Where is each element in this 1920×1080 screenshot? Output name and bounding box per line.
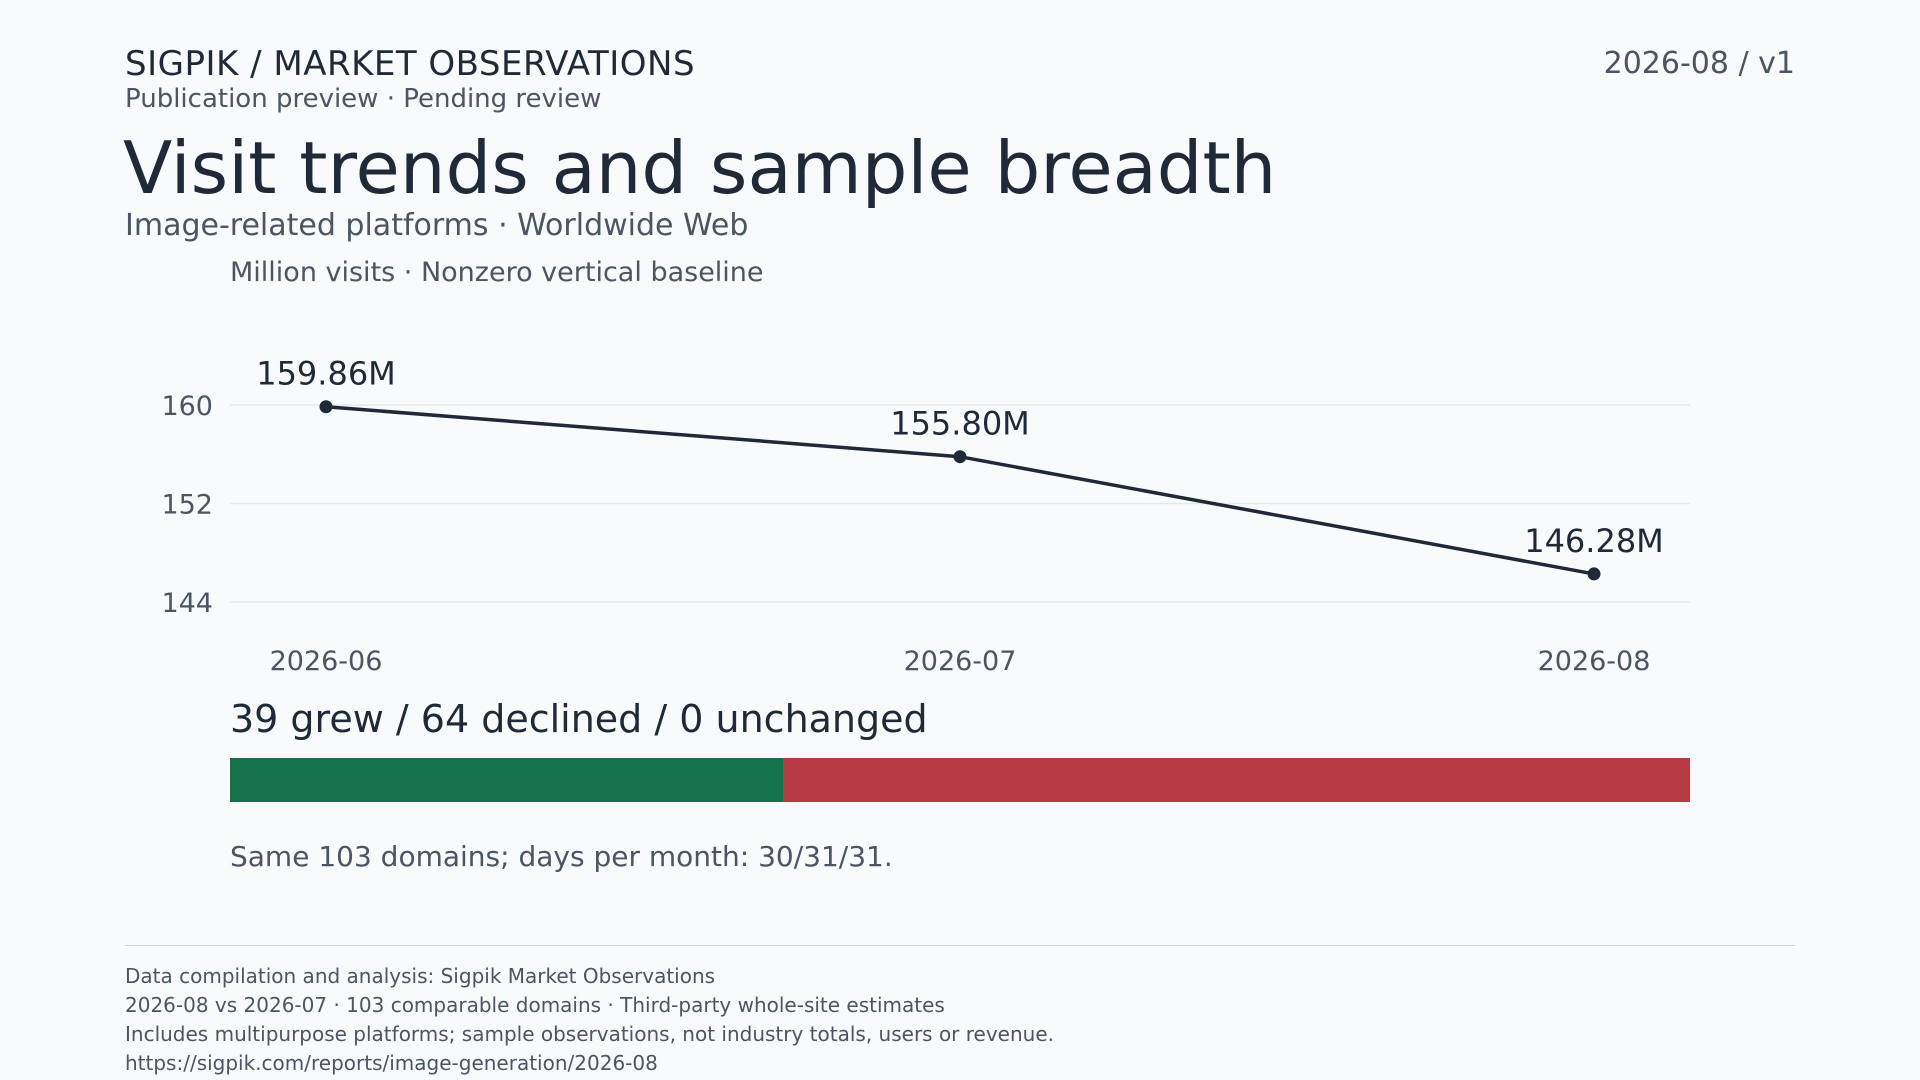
breadth-note: Same 103 domains; days per month: 30/31/… [230,840,893,873]
footer-url[interactable]: https://sigpik.com/reports/image-generat… [125,1051,658,1075]
y-tick-label: 152 [161,490,213,521]
footer-credit: Data compilation and analysis: Sigpik Ma… [125,964,716,988]
x-tick-label: 2026-08 [1538,646,1651,677]
data-label: 159.86M [256,355,396,393]
data-point [1587,567,1601,581]
footer: Data compilation and analysis: Sigpik Ma… [125,962,1054,1078]
breadth-bar [230,758,1690,802]
page-title: Visit trends and sample breadth [123,126,1277,210]
breadth-summary: 39 grew / 64 declined / 0 unchanged [230,697,928,741]
data-label: 155.80M [890,405,1030,443]
y-tick-label: 144 [161,588,213,619]
footer-disclaimer: Includes multipurpose platforms; sample … [125,1022,1055,1046]
x-tick-label: 2026-06 [270,646,383,677]
page-subtitle: Image-related platforms · Worldwide Web [125,208,749,243]
footer-scope: 2026-08 vs 2026-07 · 103 comparable doma… [125,993,945,1017]
breadth-bar-grew [230,758,783,802]
y-axis-label: Million visits · Nonzero vertical baseli… [230,257,764,288]
brand-title: SIGPIK / MARKET OBSERVATIONS [125,44,696,84]
data-label: 146.28M [1524,522,1664,560]
breadth-bar-declined [782,758,1690,802]
edition-label: 2026-08 / v1 [1603,46,1795,81]
publication-status: Publication preview · Pending review [125,84,602,114]
data-point [319,400,333,414]
data-point [953,450,967,464]
x-tick-label: 2026-07 [904,646,1017,677]
footer-divider [125,945,1795,946]
y-tick-label: 160 [161,391,213,422]
